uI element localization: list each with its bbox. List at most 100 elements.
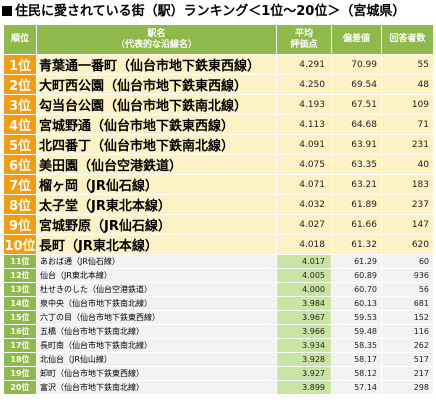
station-cell: 榴ヶ岡（JR仙石線） xyxy=(36,174,277,195)
header-score: 平均 評価点 xyxy=(276,24,332,55)
page-title-text: 住民に愛されている街（駅）ランキング＜1位～20位＞（宮城県） xyxy=(15,4,406,19)
station-cell: 北仙台（JR仙山線） xyxy=(36,352,277,367)
table-row: 9位 宮城野原（JR仙石線） 4.027 61.66 147 xyxy=(3,214,434,235)
table-header-row: 順位 駅名 （代表的な沿線名） 平均 評価点 偏差値 回答者数 xyxy=(3,24,434,55)
deviation-cell: 59.48 xyxy=(331,324,382,339)
score-cell: 3.899 xyxy=(276,380,332,395)
table-row: 8位 太子堂（JR東北本線） 4.032 61.89 237 xyxy=(3,194,434,215)
score-cell: 4.071 xyxy=(276,174,332,195)
respondents-cell: 262 xyxy=(381,338,434,353)
score-cell: 4.005 xyxy=(276,268,332,283)
deviation-cell: 57.14 xyxy=(331,380,382,395)
table-row: 16位 五橋（仙台市地下鉄南北線） 3.966 59.48 116 xyxy=(3,324,434,339)
header-rank: 順位 xyxy=(3,24,37,55)
station-cell: 青葉通一番町（仙台市地下鉄東西線） xyxy=(36,54,277,75)
respondents-cell: 48 xyxy=(381,74,434,95)
score-cell: 3.984 xyxy=(276,296,332,311)
page-title: 住民に愛されている街（駅）ランキング＜1位～20位＞（宮城県） xyxy=(2,2,405,22)
score-cell: 4.091 xyxy=(276,134,332,155)
respondents-cell: 183 xyxy=(381,174,434,195)
station-cell: 北四番丁（仙台市地下鉄南北線） xyxy=(36,134,277,155)
rank-cell: 16位 xyxy=(3,324,37,339)
rank-cell: 2位 xyxy=(3,74,37,95)
table-row: 15位 六丁の目（仙台市地下鉄東西線） 3.967 59.53 152 xyxy=(3,310,434,325)
respondents-cell: 217 xyxy=(381,366,434,381)
respondents-cell: 620 xyxy=(381,234,434,255)
deviation-cell: 61.32 xyxy=(331,234,382,255)
rank-cell: 1位 xyxy=(3,54,37,75)
score-cell: 4.291 xyxy=(276,54,332,75)
deviation-cell: 61.66 xyxy=(331,214,382,235)
rank-cell: 15位 xyxy=(3,310,37,325)
station-cell: 泉中央（仙台市地下鉄南北線） xyxy=(36,296,277,311)
score-cell: 4.027 xyxy=(276,214,332,235)
respondents-cell: 116 xyxy=(381,324,434,339)
station-cell: 宮城野原（JR仙石線） xyxy=(36,214,277,235)
score-cell: 4.075 xyxy=(276,154,332,175)
rank-cell: 14位 xyxy=(3,296,37,311)
deviation-cell: 61.89 xyxy=(331,194,382,215)
station-cell: 仙台（JR東北本線） xyxy=(36,268,277,283)
score-cell: 3.934 xyxy=(276,338,332,353)
header-station-line2: （代表的な沿線名） xyxy=(115,39,197,50)
station-cell: 勾当台公園（仙台市地下鉄南北線） xyxy=(36,94,277,115)
score-cell: 3.927 xyxy=(276,366,332,381)
table-row: 17位 長町南（仙台市地下鉄南北線） 3.934 58.35 262 xyxy=(3,338,434,353)
table-row: 7位 榴ヶ岡（JR仙石線） 4.071 63.21 183 xyxy=(3,174,434,195)
deviation-cell: 63.21 xyxy=(331,174,382,195)
deviation-cell: 63.91 xyxy=(331,134,382,155)
station-cell: 杜せきのした（仙台空港鉄道） xyxy=(36,282,277,297)
respondents-cell: 936 xyxy=(381,268,434,283)
table-row: 19位 卸町（仙台市地下鉄東西線） 3.927 58.12 217 xyxy=(3,366,434,381)
table-row: 11位 あおば通（JR仙石線） 4.017 61.29 60 xyxy=(3,254,434,269)
rank-cell: 19位 xyxy=(3,366,37,381)
respondents-cell: 56 xyxy=(381,282,434,297)
table-body: 1位 青葉通一番町（仙台市地下鉄東西線） 4.291 70.99 55 2位 大町西公園（仙… xyxy=(3,54,434,395)
square-bullet-icon xyxy=(2,6,12,16)
deviation-cell: 61.29 xyxy=(331,254,382,269)
respondents-cell: 298 xyxy=(381,380,434,395)
score-cell: 4.032 xyxy=(276,194,332,215)
deviation-cell: 58.35 xyxy=(331,338,382,353)
station-cell: あおば通（JR仙石線） xyxy=(36,254,277,269)
table-row: 6位 美田園（仙台空港鉄道） 4.075 63.35 40 xyxy=(3,154,434,175)
rank-cell: 5位 xyxy=(3,134,37,155)
respondents-cell: 231 xyxy=(381,134,434,155)
station-cell: 大町西公園（仙台市地下鉄東西線） xyxy=(36,74,277,95)
respondents-cell: 152 xyxy=(381,310,434,325)
score-cell: 3.966 xyxy=(276,324,332,339)
table-row: 14位 泉中央（仙台市地下鉄南北線） 3.984 60.13 681 xyxy=(3,296,434,311)
table-row: 2位 大町西公園（仙台市地下鉄東西線） 4.250 69.54 48 xyxy=(3,74,434,95)
rank-cell: 10位 xyxy=(3,234,37,255)
rank-cell: 7位 xyxy=(3,174,37,195)
score-cell: 4.017 xyxy=(276,254,332,269)
header-station-line1: 駅名 xyxy=(147,28,166,39)
rank-cell: 3位 xyxy=(3,94,37,115)
respondents-cell: 517 xyxy=(381,352,434,367)
rank-cell: 8位 xyxy=(3,194,37,215)
score-cell: 4.250 xyxy=(276,74,332,95)
station-cell: 宮城野通（仙台市地下鉄東西線） xyxy=(36,114,277,135)
respondents-cell: 60 xyxy=(381,254,434,269)
table-row: 10位 長町（JR東北本線） 4.018 61.32 620 xyxy=(3,234,434,255)
rank-cell: 18位 xyxy=(3,352,37,367)
station-cell: 長町（JR東北本線） xyxy=(36,234,277,255)
deviation-cell: 67.51 xyxy=(331,94,382,115)
header-station: 駅名 （代表的な沿線名） xyxy=(36,24,277,55)
rank-cell: 9位 xyxy=(3,214,37,235)
deviation-cell: 63.35 xyxy=(331,154,382,175)
station-cell: 長町南（仙台市地下鉄南北線） xyxy=(36,338,277,353)
station-cell: 卸町（仙台市地下鉄東西線） xyxy=(36,366,277,381)
table-row: 3位 勾当台公園（仙台市地下鉄南北線） 4.193 67.51 109 xyxy=(3,94,434,115)
respondents-cell: 55 xyxy=(381,54,434,75)
score-cell: 4.193 xyxy=(276,94,332,115)
deviation-cell: 64.68 xyxy=(331,114,382,135)
table-row: 12位 仙台（JR東北本線） 4.005 60.89 936 xyxy=(3,268,434,283)
station-cell: 美田園（仙台空港鉄道） xyxy=(36,154,277,175)
rank-cell: 4位 xyxy=(3,114,37,135)
table-row: 1位 青葉通一番町（仙台市地下鉄東西線） 4.291 70.99 55 xyxy=(3,54,434,75)
rank-cell: 11位 xyxy=(3,254,37,269)
table-row: 13位 杜せきのした（仙台空港鉄道） 4.000 60.70 56 xyxy=(3,282,434,297)
station-cell: 太子堂（JR東北本線） xyxy=(36,194,277,215)
